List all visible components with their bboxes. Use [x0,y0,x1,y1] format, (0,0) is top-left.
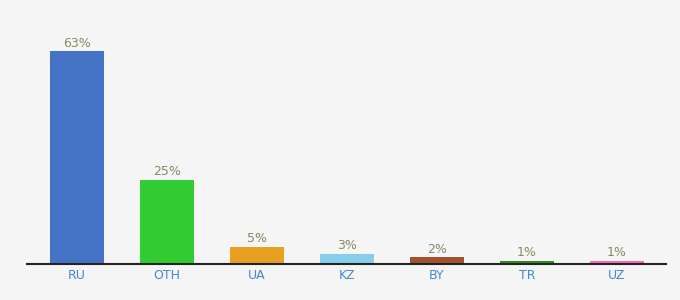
Text: 1%: 1% [517,246,537,259]
Text: 63%: 63% [63,37,90,50]
Text: 1%: 1% [607,246,627,259]
Text: 2%: 2% [427,243,447,256]
Bar [50,51,104,264]
Bar [410,257,464,264]
Bar [139,180,194,264]
Bar [500,261,554,264]
Bar [320,254,374,264]
Text: 3%: 3% [337,239,357,252]
Text: 5%: 5% [247,232,267,245]
Bar [230,247,284,264]
Text: 25%: 25% [153,165,181,178]
Bar [590,261,644,264]
